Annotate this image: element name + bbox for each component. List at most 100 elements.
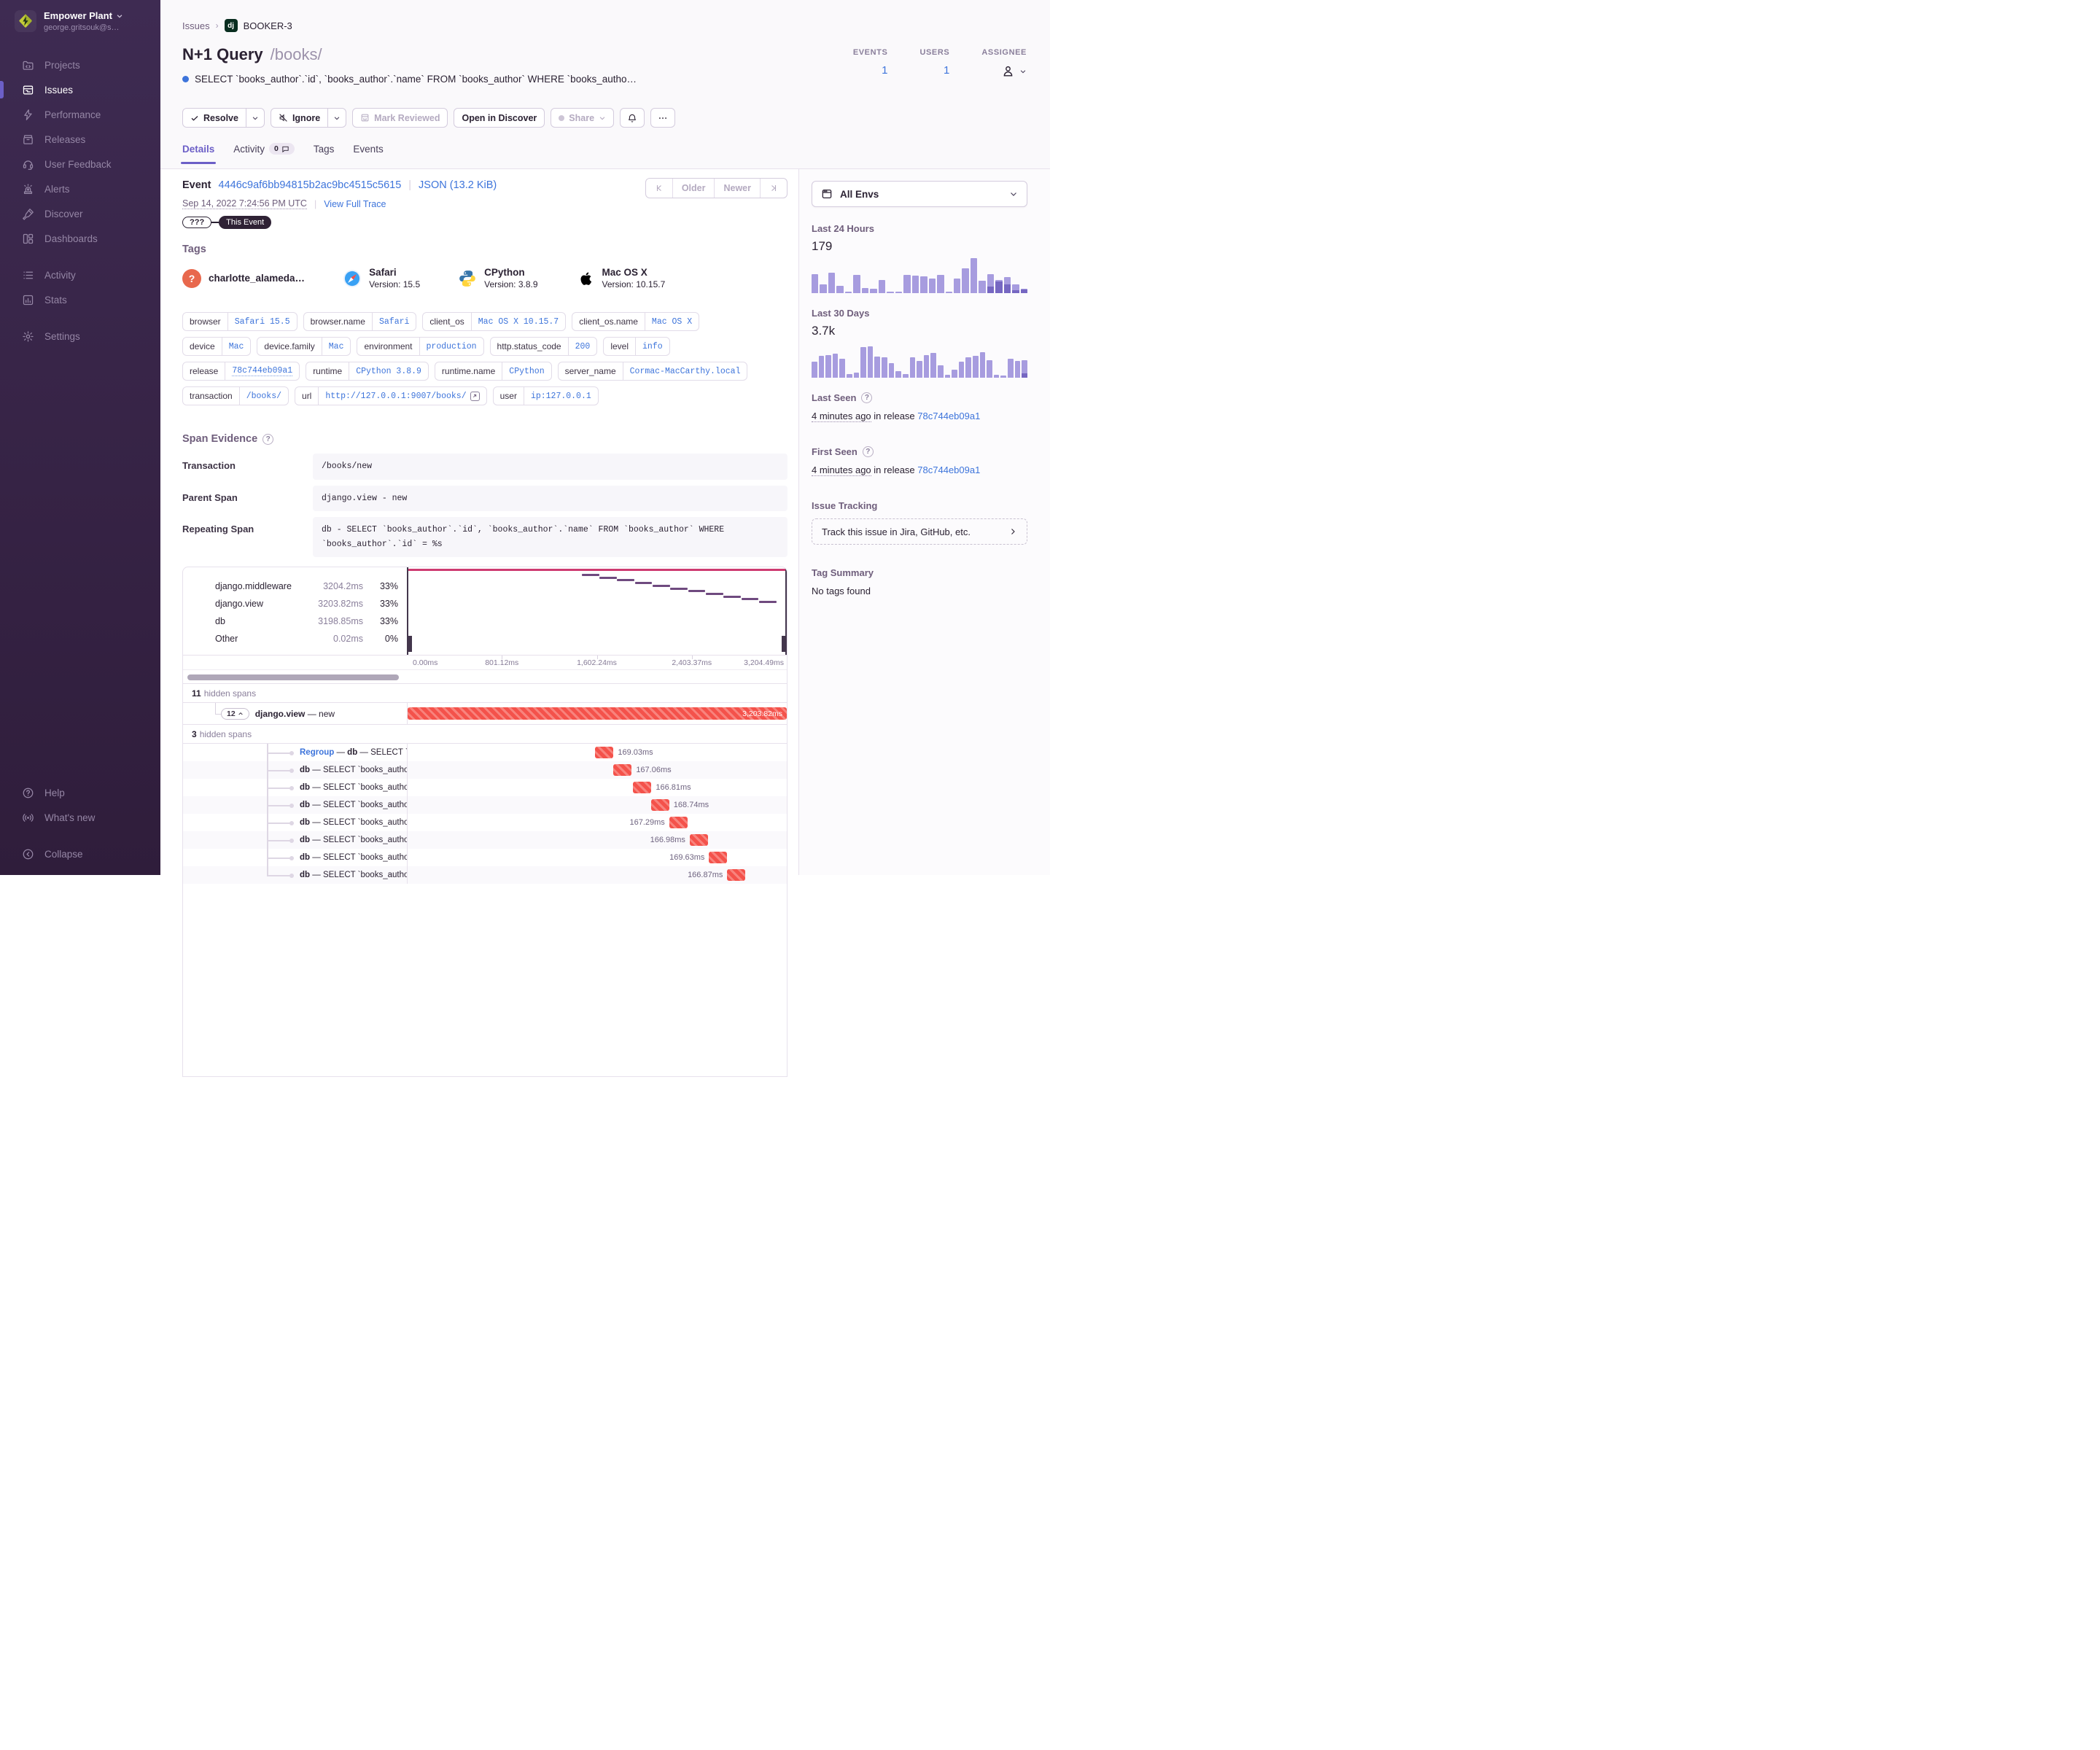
featured-tag-python[interactable]: CPython Version: 3.8.9 <box>458 267 538 289</box>
sidebar-item-stats[interactable]: Stats <box>0 287 160 312</box>
sidebar-item-projects[interactable]: Projects <box>0 52 160 77</box>
external-link-icon[interactable] <box>470 391 480 401</box>
event-json-link[interactable]: JSON (13.2 KiB) <box>419 179 497 191</box>
span-bar[interactable] <box>689 834 708 846</box>
sidebar-item-issues[interactable]: Issues <box>0 77 160 102</box>
org-switcher[interactable]: Empower Plant george.gritsouk@s… <box>0 0 160 32</box>
last-seen-release-link[interactable]: 78c744eb09a1 <box>917 411 981 421</box>
tab-details[interactable]: Details <box>180 143 217 164</box>
sidebar-item-user-feedback[interactable]: User Feedback <box>0 152 160 176</box>
span-bar[interactable] <box>709 852 728 863</box>
sidebar-item-what-s-new[interactable]: What's new <box>0 805 160 830</box>
assignee-dropdown[interactable] <box>1001 64 1027 78</box>
tab-tags[interactable]: Tags <box>313 143 335 155</box>
events-count-link[interactable]: 1 <box>882 64 888 77</box>
breadcrumb-issues[interactable]: Issues <box>182 20 210 31</box>
span-minimap[interactable] <box>407 567 787 655</box>
tag-value-link[interactable]: Mac <box>321 338 351 355</box>
span-row[interactable]: db — SELECT `books_author` 166.98ms <box>183 831 787 849</box>
help-question-icon[interactable]: ? <box>262 433 274 445</box>
span-bar[interactable] <box>669 817 688 828</box>
help-question-icon[interactable]: ? <box>861 392 873 403</box>
span-row[interactable]: db — SELECT `books_author` 166.81ms <box>183 779 787 796</box>
mark-reviewed-button[interactable]: Mark Reviewed <box>352 108 448 128</box>
users-count-link[interactable]: 1 <box>944 64 950 77</box>
span-row[interactable]: db — SELECT `books_author` 169.63ms <box>183 849 787 866</box>
span-row[interactable]: db — SELECT `books_author` 168.74ms <box>183 796 787 814</box>
span-regroup-link[interactable]: Regroup <box>300 748 335 757</box>
tag-value-link[interactable]: CPython <box>502 362 551 380</box>
span-bar[interactable] <box>650 799 669 811</box>
hidden-spans-row-mid[interactable]: 3 hidden spans <box>183 725 787 744</box>
span-bar[interactable] <box>595 747 614 758</box>
ignore-dropdown[interactable] <box>327 109 346 127</box>
featured-tag-apple[interactable]: Mac OS X Version: 10.15.7 <box>576 267 665 289</box>
tag-value-link[interactable]: Mac <box>221 338 251 355</box>
sidebar-item-help[interactable]: Help <box>0 780 160 805</box>
span-bar[interactable] <box>633 782 652 793</box>
resolve-button[interactable]: Resolve <box>182 108 265 128</box>
span-bar[interactable] <box>613 764 632 776</box>
tag-value-link[interactable]: Cormac-MacCarthy.local <box>622 362 747 380</box>
resolve-dropdown[interactable] <box>245 109 264 127</box>
trace-unknown-badge[interactable]: ??? <box>182 217 212 228</box>
tag-value-link[interactable]: production <box>419 338 483 355</box>
sidebar-item-settings[interactable]: Settings <box>0 324 160 349</box>
sidebar-item-performance[interactable]: Performance <box>0 102 160 127</box>
pager-oldest-button[interactable] <box>646 179 673 198</box>
share-button[interactable]: Share <box>551 108 615 128</box>
pager-newest-button[interactable] <box>761 179 787 198</box>
span-bar[interactable] <box>727 869 746 881</box>
featured-tag-safari[interactable]: Safari Version: 15.5 <box>343 267 420 289</box>
last30-histogram[interactable] <box>812 343 1027 378</box>
track-issue-button[interactable]: Track this issue in Jira, GitHub, etc. <box>812 518 1027 545</box>
tag-value-link[interactable]: ip:127.0.0.1 <box>523 387 598 405</box>
tag-value-link[interactable]: Safari 15.5 <box>227 313 297 330</box>
tag-value-link[interactable]: Mac OS X <box>644 313 699 330</box>
last-seen-time[interactable]: 4 minutes ago <box>812 411 871 422</box>
first-seen-time[interactable]: 4 minutes ago <box>812 464 871 476</box>
ignore-button[interactable]: Ignore <box>270 108 347 128</box>
sidebar-item-releases[interactable]: Releases <box>0 127 160 152</box>
sidebar-item-discover[interactable]: Discover <box>0 201 160 226</box>
span-group-bar[interactable]: 3,203.82ms <box>408 707 787 720</box>
span-row[interactable]: Regroup — db — SELECT `boo169.03ms <box>183 744 787 761</box>
sidebar-item-dashboards[interactable]: Dashboards <box>0 226 160 251</box>
tag-value-link[interactable]: 200 <box>567 338 597 355</box>
pager-newer-button[interactable]: Newer <box>715 179 761 198</box>
waterfall-scrollbar[interactable] <box>187 674 399 680</box>
more-actions-button[interactable] <box>650 108 676 128</box>
hidden-spans-row-top[interactable]: 11 hidden spans <box>183 684 787 703</box>
last24-histogram[interactable] <box>812 258 1028 293</box>
span-row[interactable]: db — SELECT `books_author` 167.06ms <box>183 761 787 779</box>
sidebar-item-activity[interactable]: Activity <box>0 262 160 287</box>
event-timestamp[interactable]: Sep 14, 2022 7:24:56 PM UTC <box>182 198 307 209</box>
minimap-left-handle[interactable] <box>407 636 412 652</box>
tag-value-link[interactable]: Safari <box>371 313 416 330</box>
help-question-icon[interactable]: ? <box>862 446 874 457</box>
sidebar-item-alerts[interactable]: Alerts <box>0 176 160 201</box>
first-seen-release-link[interactable]: 78c744eb09a1 <box>917 464 981 475</box>
tag-value-link[interactable]: Mac OS X 10.15.7 <box>470 313 565 330</box>
span-row[interactable]: db — SELECT `books_author` 166.87ms <box>183 866 787 884</box>
featured-tag-user[interactable]: ? charlotte_alameda… <box>182 268 305 288</box>
tag-value-link[interactable]: /books/ <box>238 387 288 405</box>
minimap-right-handle[interactable] <box>782 636 787 652</box>
pager-older-button[interactable]: Older <box>673 179 715 198</box>
open-in-discover-button[interactable]: Open in Discover <box>454 108 545 128</box>
tag-value-link[interactable]: info <box>635 338 669 355</box>
environment-selector[interactable]: All Envs <box>812 181 1027 207</box>
tag-value-link[interactable]: http://127.0.0.1:9007/books/ <box>318 387 486 405</box>
subscribe-bell-button[interactable] <box>620 108 645 128</box>
tab-events[interactable]: Events <box>353 143 384 155</box>
view-full-trace-link[interactable]: View Full Trace <box>324 198 386 209</box>
span-group-row[interactable]: 12 django.view — new 3,203.82ms <box>183 703 787 725</box>
event-id-link[interactable]: 4446c9af6bb94815b2ac9bc4515c5615 <box>218 179 402 191</box>
sidebar-collapse-button[interactable]: Collapse <box>0 841 160 866</box>
tab-activity[interactable]: Activity 0 <box>233 143 295 163</box>
waterfall-scroll-track[interactable] <box>183 669 787 684</box>
tag-value-link[interactable]: CPython 3.8.9 <box>349 362 428 380</box>
span-group-count-badge[interactable]: 12 <box>221 707 249 720</box>
span-row[interactable]: db — SELECT `books_author` 167.29ms <box>183 814 787 831</box>
tag-value-link[interactable]: 78c744eb09a1 <box>225 362 299 380</box>
